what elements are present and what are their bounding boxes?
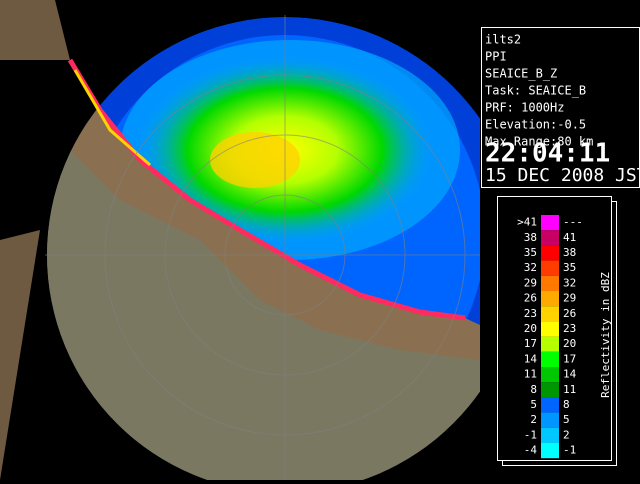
legend: >41 --- 38 41 35 38 32 35 29 32 26 29 23 26 20 23 17 20 14…: [517, 215, 583, 459]
legend-swatch: [541, 397, 559, 413]
range-rings: [45, 15, 480, 480]
info-line: Max Range:80 km: [485, 135, 593, 149]
legend-high: 5: [563, 413, 570, 426]
legend-high: 2: [563, 428, 570, 441]
legend-high: 8: [563, 398, 570, 411]
land-outside-left: [0, 230, 40, 480]
legend-swatch: [541, 275, 559, 291]
legend-high: 26: [563, 307, 576, 320]
legend-high: 32: [563, 276, 576, 289]
legend-swatch: [541, 291, 559, 307]
land-outside: [0, 0, 70, 60]
legend-title: Reflectivity in dBZ: [599, 272, 612, 398]
legend-high: 29: [563, 292, 576, 305]
legend-low: 14: [524, 352, 538, 365]
legend-swatch: [541, 351, 559, 367]
legend-high: 14: [563, 368, 577, 381]
legend-low: >41: [517, 216, 537, 229]
legend-swatch: [541, 336, 559, 352]
legend-swatch: [541, 245, 559, 261]
date: 15 DEC 2008 JST: [485, 165, 640, 186]
info-line: SEAICE_B_Z: [485, 67, 557, 81]
legend-swatch: [541, 367, 559, 383]
legend-low: 38: [524, 231, 537, 244]
legend-low: 32: [524, 261, 537, 274]
coast-echo: [67, 58, 466, 321]
legend-high: 35: [563, 261, 576, 274]
legend-low: -4: [524, 444, 538, 457]
legend-swatch: [541, 427, 559, 443]
legend-low: 2: [530, 413, 537, 426]
info-panel: [481, 27, 640, 188]
info-text: ilts2 PPI SEAICE_B_Z Task: SEAICE_B PRF: 100…: [485, 33, 593, 149]
legend-high: 11: [563, 383, 576, 396]
legend-low: 26: [524, 292, 537, 305]
info-line: ilts2: [485, 33, 521, 47]
legend-low: 5: [530, 398, 537, 411]
legend-low: 11: [524, 368, 537, 381]
legend-low: 17: [524, 337, 537, 350]
info-line: PRF: 1000Hz: [485, 101, 564, 115]
legend-swatch: [541, 443, 559, 459]
legend-high: 20: [563, 337, 576, 350]
legend-high: ---: [563, 216, 583, 229]
legend-low: -1: [524, 428, 537, 441]
legend-high: -1: [563, 444, 576, 457]
info-line: PPI: [485, 50, 507, 64]
legend-high: 38: [563, 246, 576, 259]
land-clutter: [47, 120, 480, 480]
echo-core: [210, 132, 300, 188]
info-line: Elevation:-0.5: [485, 118, 586, 132]
info-line: Task: SEAICE_B: [485, 84, 586, 98]
legend-swatch: [541, 382, 559, 398]
legend-high: 23: [563, 322, 576, 335]
legend-low: 29: [524, 276, 537, 289]
legend-low: 20: [524, 322, 537, 335]
legend-low: 23: [524, 307, 537, 320]
time: 22:04:11: [485, 139, 610, 169]
radar-map: [0, 0, 480, 480]
legend-low: 35: [524, 246, 537, 259]
legend-swatch: [541, 321, 559, 337]
legend-swatch: [541, 215, 559, 231]
legend-low: 8: [530, 383, 537, 396]
legend-swatch: [541, 230, 559, 246]
legend-high: 17: [563, 352, 576, 365]
legend-swatch: [541, 260, 559, 276]
legend-swatch: [541, 412, 559, 428]
legend-high: 41: [563, 231, 576, 244]
legend-swatch: [541, 306, 559, 322]
